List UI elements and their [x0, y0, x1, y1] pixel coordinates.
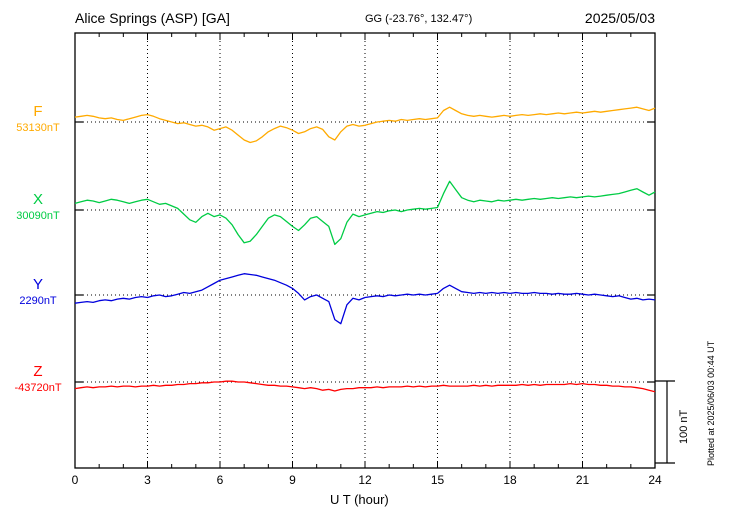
trace-Y [74, 273, 656, 325]
x-tick-label-21: 21 [575, 473, 590, 487]
scale-bar-label: 100 nT [678, 409, 690, 444]
x-tick-label-6: 6 [216, 473, 224, 487]
x-tick-label-3: 3 [144, 473, 151, 487]
series-baseline-z: -43720nT [14, 381, 62, 394]
series-name-x: X [32, 191, 43, 208]
trace-X [74, 180, 656, 246]
trace-F [74, 106, 656, 144]
x-axis-title: U T (hour) [330, 492, 389, 507]
x-tick-label-18: 18 [503, 473, 517, 487]
series-name-f: F [33, 103, 43, 120]
geo-coordinates: GG (-23.76°, 132.47°) [365, 13, 473, 25]
series-name-y: Y [32, 276, 43, 293]
x-tick-label-0: 0 [71, 473, 79, 487]
x-tick-label-15: 15 [430, 473, 445, 487]
trace-Z [74, 380, 656, 393]
series-name-z: Z [33, 363, 43, 380]
station-title: Alice Springs (ASP) [GA] [75, 10, 230, 26]
series-label-f: F 53130nT [6, 103, 70, 134]
series-label-z: Z -43720nT [6, 363, 70, 394]
x-tick-label-9: 9 [289, 473, 296, 487]
plotted-at-note: Plotted at 2025/06/03 00:44 UT [706, 340, 716, 466]
series-label-y: Y 2290nT [6, 276, 70, 307]
x-tick-label-24: 24 [648, 473, 662, 487]
series-baseline-x: 30090nT [16, 209, 60, 222]
plot-date: 2025/05/03 [584, 10, 655, 26]
series-baseline-f: 53130nT [16, 121, 60, 134]
series-baseline-y: 2290nT [19, 294, 57, 307]
series-label-x: X 30090nT [6, 191, 70, 222]
x-tick-label-12: 12 [358, 473, 372, 487]
plot-border [74, 32, 656, 469]
